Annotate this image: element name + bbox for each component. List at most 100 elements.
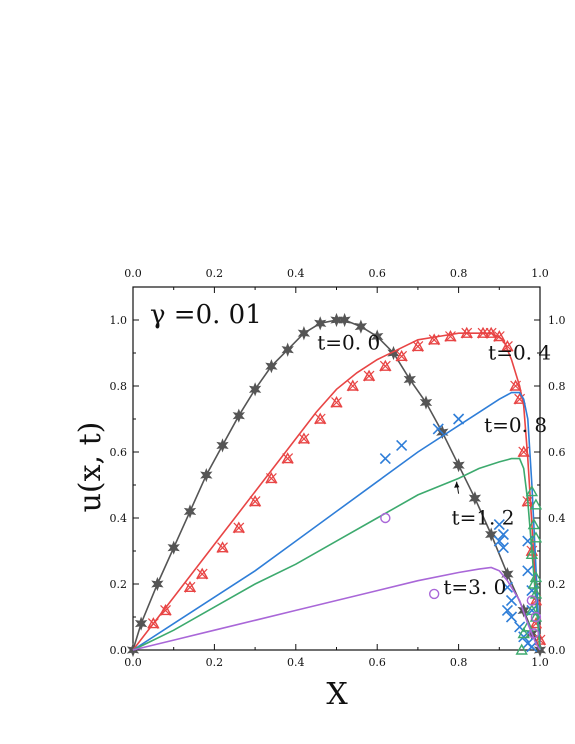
y-tick-label: 1.0 xyxy=(110,314,128,327)
data-point xyxy=(427,333,441,345)
series-line-4 xyxy=(132,566,541,651)
data-point xyxy=(501,339,514,352)
data-point xyxy=(216,541,229,553)
curve-label: t=0. 0 xyxy=(317,331,380,355)
data-point-cross-b xyxy=(282,453,294,465)
curve-label: t=0. 4 xyxy=(488,341,551,365)
annotation-arrow-head xyxy=(454,481,460,488)
series-line-1 xyxy=(132,332,541,651)
data-point-cross-b xyxy=(493,331,505,342)
data-point xyxy=(527,518,541,530)
data-point xyxy=(517,627,530,639)
data-point-b xyxy=(501,604,514,616)
data-point xyxy=(444,330,457,342)
y-tick-label-right: 0.6 xyxy=(548,446,566,459)
data-point-cross-b xyxy=(477,327,489,339)
data-point xyxy=(297,432,311,444)
data-point xyxy=(526,595,538,606)
data-point-b xyxy=(493,535,505,547)
data-point-b xyxy=(432,423,444,435)
data-point xyxy=(528,628,540,639)
data-point xyxy=(248,495,262,507)
curve-label: t=3. 0 xyxy=(443,575,506,599)
data-point-cross-b xyxy=(184,581,196,593)
data-point-cross-b xyxy=(412,340,424,352)
data-point xyxy=(485,527,498,542)
data-point xyxy=(330,396,343,408)
data-point-b xyxy=(522,565,534,577)
data-point-cross-b xyxy=(445,331,456,342)
data-point xyxy=(196,567,209,579)
data-point xyxy=(151,576,164,592)
data-point xyxy=(216,438,229,453)
data-point xyxy=(513,392,526,404)
x-tick-label-top: 0.8 xyxy=(450,267,468,280)
data-point-cross-b xyxy=(196,568,208,580)
data-point xyxy=(530,611,542,623)
data-point-cross-b xyxy=(147,618,159,630)
data-point xyxy=(529,531,543,543)
data-point xyxy=(529,498,543,510)
data-point-cross-b xyxy=(518,446,530,458)
series-3 xyxy=(132,457,543,655)
curve-labels: t=0. 0 t=0. 4 t=0. 8 t=1. 2 t=3. 0 xyxy=(317,331,551,599)
data-point xyxy=(248,382,262,397)
data-point xyxy=(362,369,376,381)
data-point xyxy=(265,471,278,484)
data-point-cross-b xyxy=(217,542,228,554)
data-point-b xyxy=(453,413,465,425)
y-tick-label: 0.8 xyxy=(110,380,128,393)
data-point-cross-b xyxy=(331,397,342,408)
data-point xyxy=(281,342,294,357)
data-point-cross-b xyxy=(485,327,497,339)
data-point-cross-b xyxy=(461,327,473,339)
series-line-3 xyxy=(132,457,541,651)
data-point xyxy=(521,620,534,632)
series-line-2 xyxy=(132,391,541,651)
data-point-cross-b xyxy=(314,413,326,425)
y-tick-label-right: 1.0 xyxy=(548,314,566,327)
y-tick-label-right: 0.8 xyxy=(548,380,566,393)
data-point xyxy=(314,412,327,424)
x-tick-label-top: 1.0 xyxy=(531,267,549,280)
data-point xyxy=(354,319,368,334)
data-point xyxy=(379,359,392,371)
y-tick-label: 0.2 xyxy=(110,578,128,591)
data-point-cross-b xyxy=(379,360,391,372)
x-tick-label: 0.2 xyxy=(206,656,224,669)
curve-label: t=0. 8 xyxy=(484,413,547,437)
data-point-b xyxy=(493,519,505,531)
data-point xyxy=(509,379,522,391)
data-point xyxy=(265,359,278,374)
data-point xyxy=(346,379,359,391)
data-point-cross-b xyxy=(502,340,513,352)
y-tick-label-right: 0.0 xyxy=(548,644,566,657)
x-tick-label-top: 0.4 xyxy=(287,267,305,280)
x-tick-label: 0.4 xyxy=(287,656,305,669)
data-point xyxy=(183,504,197,519)
x-tick-label-top: 0.6 xyxy=(368,267,386,280)
data-point xyxy=(232,521,246,533)
data-point xyxy=(371,329,384,344)
series-0 xyxy=(126,312,547,658)
data-point-cross-b xyxy=(514,393,526,405)
curve-label: t=1. 2 xyxy=(452,506,515,530)
data-point-cross-b xyxy=(510,380,522,392)
series-2 xyxy=(132,391,541,653)
data-point-b xyxy=(505,594,518,607)
data-point xyxy=(314,316,327,331)
data-point xyxy=(468,491,482,506)
data-point xyxy=(338,312,351,328)
data-point xyxy=(297,326,311,341)
data-point xyxy=(411,339,425,352)
data-point-cross-b xyxy=(347,380,359,392)
data-point xyxy=(380,512,391,524)
x-tick-label-top: 0.2 xyxy=(206,267,224,280)
data-point xyxy=(395,349,408,361)
data-point xyxy=(517,445,530,457)
data-point-b xyxy=(501,581,514,593)
data-point xyxy=(419,395,433,410)
data-point xyxy=(183,580,197,592)
data-point xyxy=(428,588,440,600)
parameter-label: γ =0. 01 xyxy=(150,300,262,330)
